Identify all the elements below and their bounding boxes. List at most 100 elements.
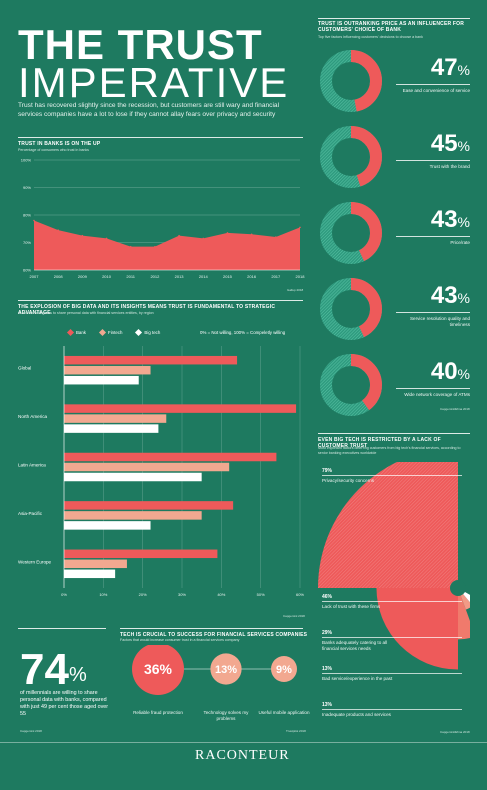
millennials-number: 74 (20, 645, 69, 694)
area-point (299, 226, 301, 229)
divider (120, 628, 303, 629)
price-ring (320, 354, 382, 416)
legend-bigtech: Big tech (135, 328, 161, 337)
bar-big-tech (64, 375, 139, 385)
legend-fintech: Fintech (98, 328, 123, 337)
legend-fintech-label: Fintech (108, 330, 123, 335)
area-point (105, 237, 108, 240)
ring-fill (320, 278, 382, 340)
area-x-tick: 2011 (126, 274, 135, 279)
bigtech-pct: 46% (322, 594, 333, 600)
bar-category-label: North America (18, 414, 48, 419)
bar-category-label: Western Europe (18, 559, 52, 564)
footer-divider (0, 742, 487, 743)
bar-category-label: Asia-Pacific (18, 511, 43, 516)
area-point (57, 229, 59, 231)
bigtech-source: Capgemini/Efma 2018 (440, 730, 470, 734)
price-label: Wide network coverage of ATMs (404, 392, 470, 397)
price-pct-unit: % (457, 214, 470, 230)
price-pct-unit: % (457, 138, 470, 154)
price-underline (396, 388, 470, 389)
area-x-tick: 2014 (199, 274, 209, 279)
bigdata-section-subtitle: Customer willingness to share personal d… (18, 311, 154, 315)
bar-x-tick: 20% (139, 592, 147, 597)
bar-big-tech (64, 472, 202, 482)
intro-text: Trust has recovered slightly since the r… (18, 102, 280, 118)
bigdata-section-title: THE EXPLOSION OF BIG DATA AND ITS INSIGH… (18, 304, 276, 316)
title-line-1: THE TRUST (18, 21, 263, 68)
bigtech-label: Bad service/experience in the past (322, 676, 393, 681)
price-pct-number: 47 (430, 54, 458, 81)
area-point (129, 245, 132, 248)
legend-bank-label: Bank (76, 330, 87, 335)
area-y-tick: 80% (23, 213, 31, 218)
tech-bubble (132, 645, 184, 695)
tech-bubble-pct: 13% (215, 664, 237, 676)
bigdata-source: Capgemini 2018 (283, 614, 305, 618)
divider (18, 137, 303, 138)
area-point (250, 233, 253, 236)
bar-bank (64, 355, 238, 365)
price-underline (396, 84, 470, 85)
price-pct-unit: % (457, 62, 470, 78)
bigtech-label: Banks adequately catering to all financi… (322, 640, 388, 651)
area-x-tick: 2012 (150, 274, 160, 279)
area-x-tick: 2018 (296, 274, 306, 279)
bigtech-section-subtitle: Most important factors deterring custome… (318, 446, 461, 455)
price-label: Trust with the brand (429, 164, 470, 169)
bigdata-legend: Bank Fintech Big tech (66, 328, 161, 337)
bigtech-pct: 13% (322, 702, 333, 708)
millennials-unit: % (68, 664, 87, 686)
legend-bank: Bank (66, 328, 87, 337)
bar-fintech (64, 559, 127, 569)
legend-bigtech-swatch (135, 328, 143, 337)
millennials-stat: 74 % (20, 648, 87, 692)
ring-fill (320, 126, 382, 188)
price-pct-unit: % (457, 290, 470, 306)
tech-bubbles: 36% 13% 9% (132, 645, 297, 695)
trust-area-chart: 100% 90% 80% 70% 60%2007 2008 2009 2010 2011 2012… (21, 158, 306, 280)
area-point (226, 232, 229, 234)
divider (318, 18, 470, 19)
area-series (34, 220, 300, 270)
legend-bank-swatch (66, 328, 75, 337)
price-source: Capgemini/Efma 2018 (440, 407, 470, 411)
price-pct-number: 45 (430, 130, 458, 157)
area-x-tick: 2013 (175, 274, 185, 279)
fan-sector (458, 588, 470, 640)
tech-bubble-label: Reliable fraud protection (133, 710, 183, 715)
price-section-title: TRUST IS OUTRANKING PRICE AS AN INFLUENC… (318, 21, 465, 33)
bar-fintech (64, 462, 230, 472)
price-label: Service resolution quality and timelines… (409, 316, 470, 327)
area-x-tick: 2008 (54, 274, 64, 279)
bar-fintech (64, 511, 202, 520)
bigdata-scale-note: 0% = Not willing, 100% = Compeletly will… (200, 330, 286, 335)
divider (18, 628, 106, 629)
price-pct: 45% (388, 132, 470, 158)
bigtech-underline (322, 709, 462, 710)
fan-sector (318, 462, 458, 588)
millennials-source: Capgemini 2018 (20, 729, 42, 733)
bigtech-pct: 13% (322, 666, 333, 672)
bigtech-pct: 29% (322, 630, 333, 636)
area-x-tick: 2016 (247, 274, 257, 279)
area-y-tick: 60% (23, 268, 31, 273)
area-point (154, 245, 156, 248)
divider (18, 300, 303, 301)
bigtech-fan-chart (318, 462, 470, 670)
divider (318, 433, 470, 434)
bar-category-label: Global (18, 366, 31, 371)
bigdata-bar-chart: 0% 10% 20% 30% 40% 50% 60% Global North America L… (18, 346, 304, 597)
price-pct-number: 43 (430, 282, 458, 309)
millennials-text: of millennials are willing to share pers… (20, 690, 109, 717)
bar-bank (64, 404, 297, 413)
legend-bigtech-label: Big tech (144, 330, 161, 335)
price-ring (320, 50, 382, 112)
price-underline (396, 312, 470, 313)
area-x-tick: 2015 (223, 274, 233, 279)
tech-bubble-pct: 36% (144, 661, 173, 677)
price-label: Ease and convenience of service (402, 88, 470, 93)
price-underline (396, 160, 470, 161)
bigtech-label: Inadequate products and services (322, 712, 391, 717)
tech-bubble (210, 653, 242, 685)
